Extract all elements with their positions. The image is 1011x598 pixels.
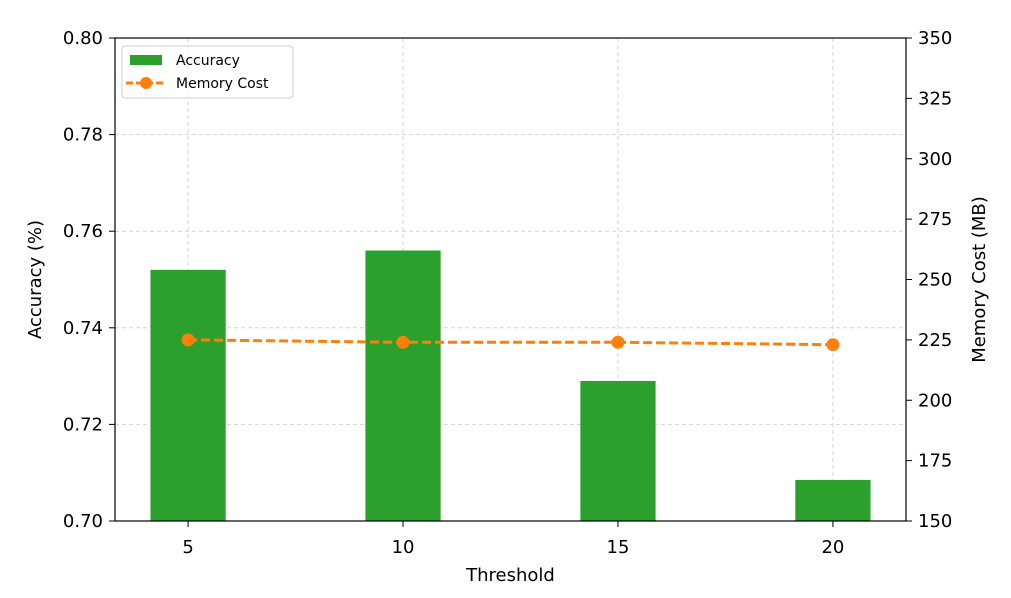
legend-box (121, 45, 294, 99)
y2-tick-label: 275 (918, 209, 952, 230)
memory-cost-point (826, 338, 840, 352)
y2-tick-label: 225 (918, 330, 952, 351)
accuracy-bar (150, 269, 226, 521)
memory-cost-line (181, 333, 840, 352)
y-tick-label: 0.76 (63, 221, 103, 242)
legend-label-accuracy: Accuracy (176, 53, 240, 69)
memory-cost-point (611, 335, 625, 349)
legend-label-memory-cost: Memory Cost (176, 76, 269, 92)
y-tick-label: 0.74 (63, 318, 103, 339)
grid (115, 37, 906, 522)
x-axis-ticks: 5 10 15 20 (182, 521, 844, 558)
y2-tick-label: 350 (918, 28, 952, 49)
x-axis-label: Threshold (465, 565, 555, 586)
y2-tick-label: 250 (918, 270, 952, 291)
x-tick-label: 15 (607, 537, 630, 558)
accuracy-bar (795, 479, 871, 521)
accuracy-bars (150, 250, 871, 521)
x-tick-label: 10 (392, 537, 415, 558)
y2-tick-label: 325 (918, 88, 952, 109)
legend: Accuracy Memory Cost (121, 45, 294, 99)
y-axis-ticks: 0.70 0.72 0.74 0.76 0.78 0.80 (63, 28, 115, 532)
legend-marker-memory-cost (140, 77, 152, 89)
memory-cost-point (396, 335, 410, 349)
y2-axis-label: Memory Cost (MB) (969, 196, 990, 363)
x-tick-label: 20 (821, 537, 844, 558)
y-tick-label: 0.78 (63, 125, 103, 146)
y2-tick-label: 150 (918, 511, 952, 532)
memory-cost-polyline (188, 338, 833, 347)
accuracy-bar (580, 380, 656, 521)
y-tick-label: 0.70 (63, 511, 103, 532)
y-tick-label: 0.72 (63, 414, 103, 435)
y2-tick-label: 175 (918, 451, 952, 472)
plot-frame (114, 37, 907, 522)
y-axis-label: Accuracy (%) (25, 220, 46, 339)
y2-axis-ticks: 150 175 200 225 250 275 300 325 350 (906, 28, 952, 532)
accuracy-bar (365, 250, 441, 521)
legend-swatch-accuracy (130, 55, 162, 65)
y-tick-label: 0.80 (63, 28, 103, 49)
y2-tick-label: 200 (918, 390, 952, 411)
x-tick-label: 5 (182, 537, 193, 558)
y2-tick-label: 300 (918, 149, 952, 170)
memory-cost-point (181, 333, 195, 347)
